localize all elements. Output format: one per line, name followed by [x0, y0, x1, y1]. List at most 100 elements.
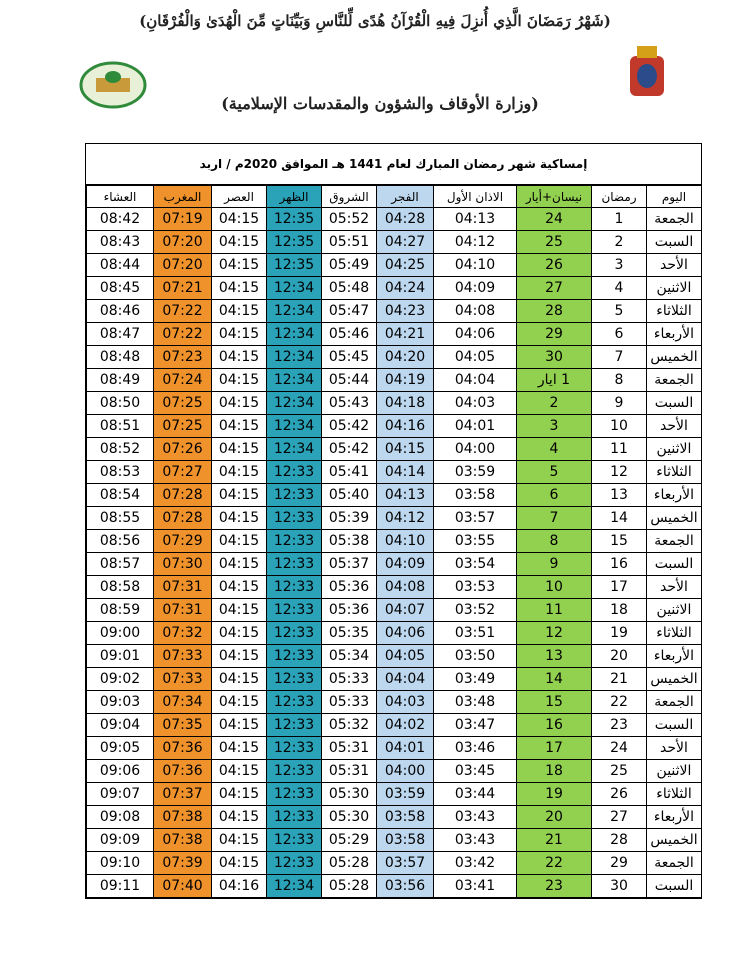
row: الجمعة 22 15 03:48 04:03 05:33 12:33 04:15 07:34…	[86, 690, 702, 714]
row: الاثنين 4 27 04:09 04:24 05:48 12:34 04:15 07:21…	[86, 276, 702, 300]
row: الجمعة 15 8 03:55 04:10 05:38 12:33 04:15 07:29 0…	[86, 529, 702, 553]
cell: الاثنين	[646, 437, 702, 461]
cell: 04:12	[433, 230, 517, 254]
cell: 07:22	[153, 322, 212, 346]
cell: 05:46	[321, 322, 377, 346]
cell: 12:33	[266, 690, 322, 714]
cell: 04:23	[376, 299, 434, 323]
cell: 03:50	[433, 644, 517, 668]
cell: 07:28	[153, 483, 212, 507]
cell: 04:07	[376, 598, 434, 622]
column-header: رمضان	[591, 185, 647, 208]
cell: 09:11	[86, 874, 154, 898]
cell: 04:04	[376, 667, 434, 691]
cell: 05:47	[321, 299, 377, 323]
cell: 04:16	[376, 414, 434, 438]
cell: 05:36	[321, 575, 377, 599]
cell: السبت	[646, 713, 702, 737]
table-title: إمساكية شهر رمضان المبارك لعام 1441 هـ ا…	[86, 144, 701, 185]
cell: 05:29	[321, 828, 377, 852]
cell: 04:25	[376, 253, 434, 277]
cell: 12:33	[266, 644, 322, 668]
cell: 12:33	[266, 621, 322, 645]
cell: 8	[591, 368, 647, 392]
cell: 04:19	[376, 368, 434, 392]
cell: 04:14	[376, 460, 434, 484]
row: الخميس 14 7 03:57 04:12 05:39 12:33 04:15 07:28 0…	[86, 506, 702, 530]
cell: 11	[516, 598, 592, 622]
cell: 12	[591, 460, 647, 484]
cell: 05:32	[321, 713, 377, 737]
cell: 03:48	[433, 690, 517, 714]
cell: 09:05	[86, 736, 154, 760]
cell: 16	[516, 713, 592, 737]
column-header: الظهر	[266, 185, 322, 208]
cell: 05:28	[321, 874, 377, 898]
cell: 12:33	[266, 506, 322, 530]
row: الثلاثاء 5 28 04:08 04:23 05:47 12:34 04:15 07:2…	[86, 299, 702, 323]
cell: 7	[591, 345, 647, 369]
cell: 09:01	[86, 644, 154, 668]
cell: 12:35	[266, 207, 322, 231]
cell: 13	[591, 483, 647, 507]
cell: 12:33	[266, 529, 322, 553]
cell: 28	[516, 299, 592, 323]
cell: 04:13	[376, 483, 434, 507]
cell: 05:41	[321, 460, 377, 484]
cell: 04:15	[211, 345, 267, 369]
cell: 09:03	[86, 690, 154, 714]
cell: 04:21	[376, 322, 434, 346]
cell: 07:34	[153, 690, 212, 714]
cell: 12:33	[266, 782, 322, 806]
cell: 17	[591, 575, 647, 599]
cell: 04:01	[433, 414, 517, 438]
cell: 12:34	[266, 299, 322, 323]
cell: 05:42	[321, 414, 377, 438]
row: الجمعة 29 22 03:42 03:57 05:28 12:33 04:15 07:39…	[86, 851, 702, 875]
cell: 04:09	[376, 552, 434, 576]
cell: 04:02	[376, 713, 434, 737]
cell: 03:43	[433, 805, 517, 829]
cell: 12:33	[266, 759, 322, 783]
cell: 24	[516, 207, 592, 231]
row: الثلاثاء 19 12 03:51 04:06 05:35 12:33 04:15 07:…	[86, 621, 702, 645]
cell: الثلاثاء	[646, 299, 702, 323]
cell: 18	[516, 759, 592, 783]
cell: 03:44	[433, 782, 517, 806]
cell: 07:38	[153, 828, 212, 852]
cell: 04:15	[211, 644, 267, 668]
cell: 04:15	[211, 437, 267, 461]
cell: 04:10	[376, 529, 434, 553]
cell: 07:27	[153, 460, 212, 484]
cell: 26	[591, 782, 647, 806]
header-row: اليوم رمضان نيسان+أيار الاذان الأول الفجر الش…	[86, 185, 702, 208]
cell: 08:58	[86, 575, 154, 599]
cell: 04:28	[376, 207, 434, 231]
cell: 05:36	[321, 598, 377, 622]
cell: 9	[516, 552, 592, 576]
cell: 27	[516, 276, 592, 300]
cell: 04:15	[211, 690, 267, 714]
cell: 05:38	[321, 529, 377, 553]
cell: السبت	[646, 874, 702, 898]
cell: الأحد	[646, 736, 702, 760]
cell: 07:19	[153, 207, 212, 231]
cell: 04:15	[211, 529, 267, 553]
cell: 07:21	[153, 276, 212, 300]
cell: 07:38	[153, 805, 212, 829]
cell: 05:30	[321, 782, 377, 806]
cell: 19	[516, 782, 592, 806]
cell: 23	[516, 874, 592, 898]
cell: 04:15	[211, 483, 267, 507]
cell: 5	[516, 460, 592, 484]
cell: 4	[591, 276, 647, 300]
cell: 04:15	[211, 230, 267, 254]
cell: الأحد	[646, 414, 702, 438]
cell: 12:34	[266, 874, 322, 898]
cell: 12:33	[266, 598, 322, 622]
column-header: العصر	[211, 185, 267, 208]
cell: 05:31	[321, 736, 377, 760]
cell: الأربعاء	[646, 322, 702, 346]
cell: 07:29	[153, 529, 212, 553]
cell: الخميس	[646, 345, 702, 369]
